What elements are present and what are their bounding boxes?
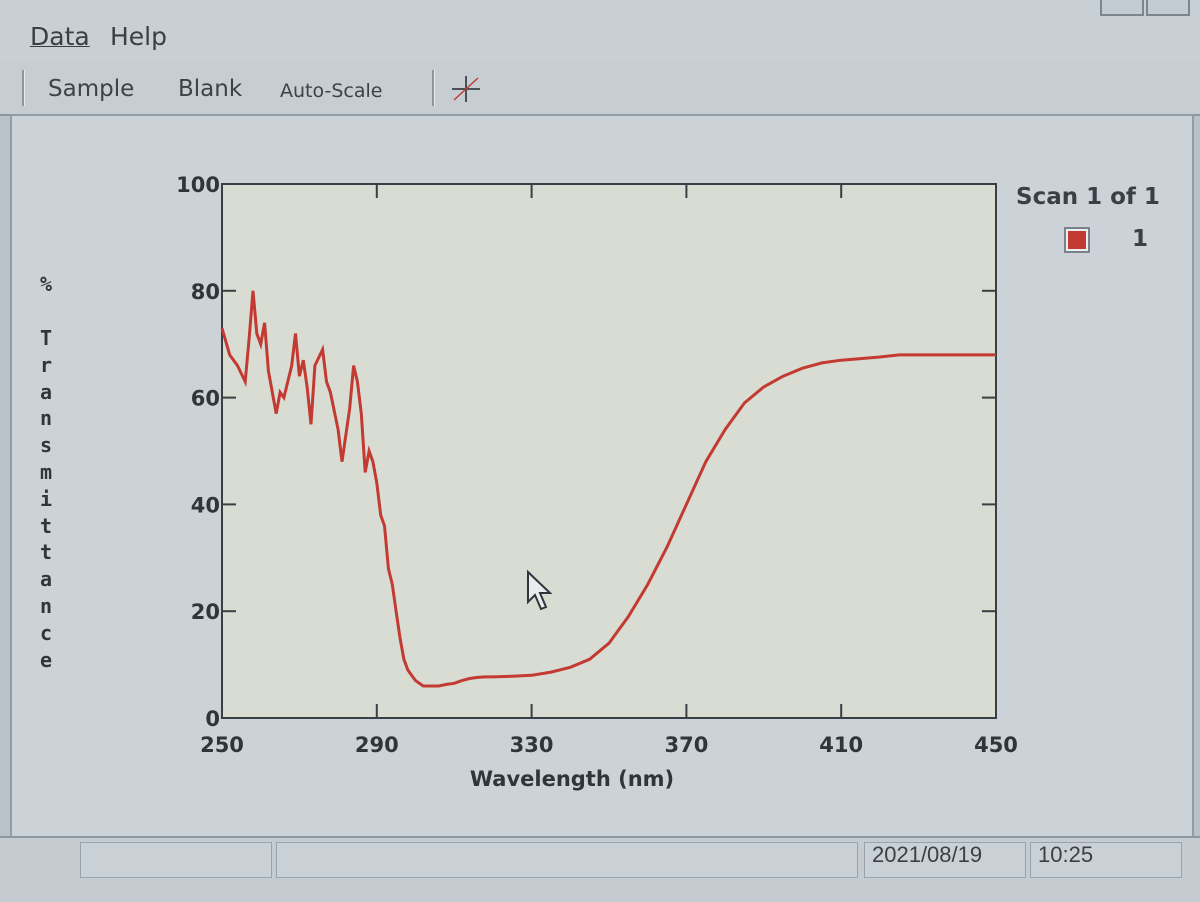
crosshair-icon[interactable] xyxy=(448,74,482,104)
blank-button[interactable]: Blank xyxy=(178,76,243,102)
y-axis-label-letter: T xyxy=(39,326,53,350)
transmittance-chart: 250 290 330 370 410 450 0 20 40 60 80 100 Wavelengt… xyxy=(176,173,1018,791)
toolbar-separator xyxy=(22,70,25,106)
y-tick-label: 60 xyxy=(191,387,220,411)
x-tick-label: 250 xyxy=(200,733,244,757)
series-line-1 xyxy=(220,290,996,688)
legend-swatch[interactable] xyxy=(1064,227,1090,253)
y-tick-label: 100 xyxy=(176,173,220,197)
minimize-button[interactable] xyxy=(1100,0,1144,16)
y-tick-label: 20 xyxy=(191,600,220,624)
x-tick-label: 410 xyxy=(819,733,863,757)
status-cell xyxy=(276,842,858,878)
sample-button[interactable]: Sample xyxy=(48,76,135,102)
y-axis-label-letter: i xyxy=(39,486,53,511)
status-date: 2021/08/19 xyxy=(872,842,983,867)
status-cell-date xyxy=(864,842,1026,878)
menu-data[interactable]: Data xyxy=(30,22,90,51)
y-axis-label-letter: m xyxy=(39,460,53,484)
y-tick-label: 0 xyxy=(205,707,220,731)
y-axis-label-letter: t xyxy=(39,513,53,538)
y-axis-label-letter: r xyxy=(39,352,53,377)
y-axis-label-letter: c xyxy=(39,620,53,645)
y-axis-label-letter: % xyxy=(39,272,53,296)
status-cell-time xyxy=(1030,842,1182,878)
y-tick-label: 40 xyxy=(191,493,220,517)
y-axis-label-letter: a xyxy=(39,567,53,592)
y-axis-label-letter: n xyxy=(39,594,53,618)
mouse-pointer-icon xyxy=(527,569,553,611)
legend-title: Scan 1 of 1 xyxy=(1016,184,1160,210)
status-time: 10:25 xyxy=(1038,842,1094,867)
y-axis-label-letter: t xyxy=(39,540,53,565)
x-tick-label: 450 xyxy=(974,733,1018,757)
menu-help[interactable]: Help xyxy=(110,22,167,51)
y-tick-label: 80 xyxy=(191,280,220,304)
status-cell xyxy=(80,842,272,878)
toolbar xyxy=(0,62,1200,116)
y-axis-label-letter: a xyxy=(39,379,53,404)
legend-label: 1 xyxy=(1132,226,1149,252)
autoscale-button[interactable]: Auto-Scale xyxy=(280,80,383,102)
x-tick-label: 330 xyxy=(510,733,554,757)
x-axis-label: Wavelength (nm) xyxy=(470,767,674,791)
maximize-button[interactable] xyxy=(1146,0,1190,16)
y-axis-label-letter: n xyxy=(39,406,53,431)
x-tick-label: 370 xyxy=(664,733,708,757)
plot-area xyxy=(221,183,997,719)
toolbar-separator xyxy=(432,70,435,106)
x-tick-label: 290 xyxy=(355,733,399,757)
y-axis-label-letter: e xyxy=(39,647,53,672)
y-axis-label-letter: s xyxy=(39,433,53,458)
